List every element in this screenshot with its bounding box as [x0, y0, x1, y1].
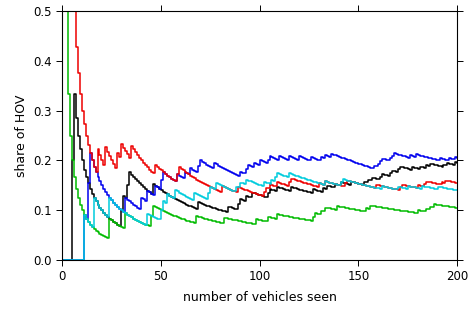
- Y-axis label: share of HOV: share of HOV: [15, 94, 28, 177]
- X-axis label: number of vehicles seen: number of vehicles seen: [182, 291, 337, 304]
